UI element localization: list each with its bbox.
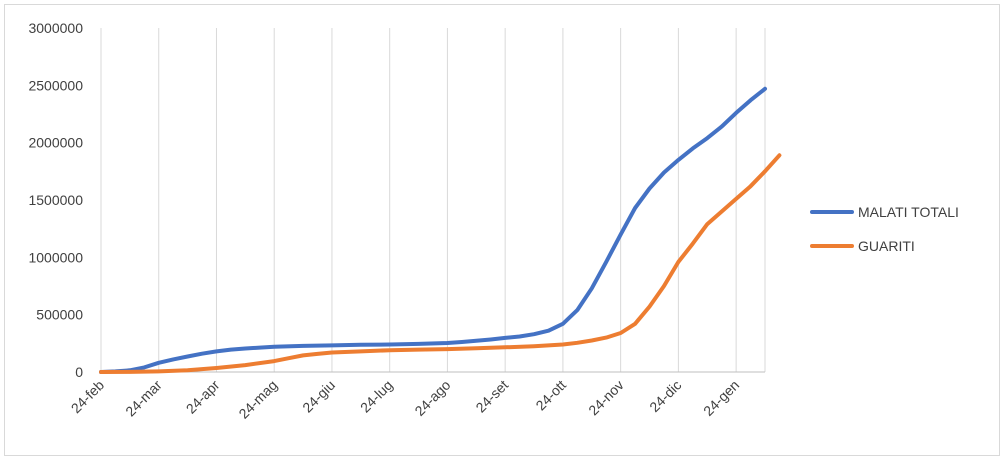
- y-axis-tick-labels: 0 500000 1000000 1500000 2000000 2500000 30000…: [28, 20, 83, 380]
- x-tick-label-24-mar: 24-mar: [122, 377, 165, 420]
- series-lines: [99, 86, 782, 374]
- y-tick-label-3000000: 3000000: [28, 20, 83, 36]
- y-tick-label-1000000: 1000000: [28, 249, 83, 265]
- x-tick-label-24-apr: 24-apr: [183, 377, 223, 417]
- legend: MALATI TOTALI GUARITI: [810, 204, 959, 254]
- legend-label-malati-totali: MALATI TOTALI: [858, 204, 959, 220]
- y-tick-label-500000: 500000: [36, 307, 83, 323]
- x-tick-label-24-nov: 24-nov: [585, 377, 627, 419]
- series-line-guariti: [99, 153, 782, 374]
- y-tick-label-0: 0: [75, 364, 83, 380]
- x-tick-label-24-lug: 24-lug: [357, 377, 396, 416]
- x-tick-label-24-mag: 24-mag: [235, 377, 280, 422]
- y-tick-label-2000000: 2000000: [28, 135, 83, 151]
- x-tick-label-24-dic: 24-dic: [646, 377, 684, 415]
- y-tick-label-2500000: 2500000: [28, 77, 83, 93]
- x-axis-tick-labels: 24-feb 24-mar 24-apr 24-mag 24-giu 24-lug 24-a…: [68, 377, 743, 422]
- grid-lines: [158, 28, 766, 372]
- x-tick-label-24-ago: 24-ago: [411, 377, 453, 419]
- axes: [100, 28, 765, 373]
- x-tick-label-24-giu: 24-giu: [299, 377, 338, 416]
- x-tick-label-24-feb: 24-feb: [68, 377, 108, 417]
- x-tick-label-24-set: 24-set: [472, 377, 511, 416]
- x-tick-label-24-ott: 24-ott: [532, 377, 569, 414]
- y-tick-label-1500000: 1500000: [28, 192, 83, 208]
- x-tick-label-24-gen: 24-gen: [700, 377, 742, 419]
- chart-frame: [4, 4, 1000, 456]
- series-line-malati-totali: [99, 86, 767, 374]
- legend-label-guariti: GUARITI: [858, 238, 915, 254]
